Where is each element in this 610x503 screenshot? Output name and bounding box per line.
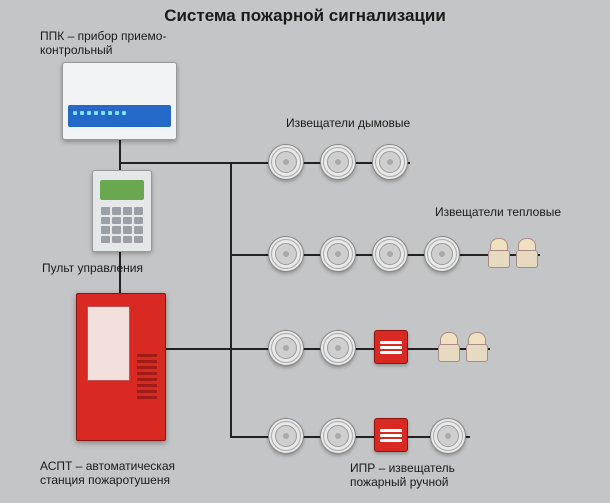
ppk-display-stripe: [68, 105, 171, 127]
smoke-detector: [268, 144, 304, 180]
ppk-leds: [73, 111, 166, 115]
smoke-detector: [320, 418, 356, 454]
smoke-detector: [372, 144, 408, 180]
label-keypad: Пульт управления: [42, 262, 143, 276]
smoke-detector: [430, 418, 466, 454]
keypad: [92, 170, 152, 252]
manual-call-point: [374, 418, 408, 452]
label-ipr: ИПР – извещательпожарный ручной: [350, 462, 455, 490]
smoke-detector: [320, 144, 356, 180]
manual-call-point: [374, 330, 408, 364]
smoke-detector: [424, 236, 460, 272]
aspt-fire-station: [76, 293, 166, 441]
heat-detector: [466, 332, 488, 362]
keypad-lcd: [100, 180, 144, 200]
diagram-title: Система пожарной сигнализации: [0, 6, 610, 26]
aspt-panel: [87, 306, 130, 381]
label-smoke: Извещатели дымовые: [286, 117, 410, 131]
label-ppk: ППК – прибор приемо-контрольный: [40, 30, 166, 58]
smoke-detector: [268, 236, 304, 272]
label-heat: Извещатели тепловые: [435, 206, 561, 220]
wire: [166, 348, 232, 350]
wire: [230, 162, 232, 438]
keypad-keys: [101, 207, 143, 243]
smoke-detector: [320, 236, 356, 272]
heat-detector: [438, 332, 460, 362]
smoke-detector: [268, 330, 304, 366]
smoke-detector: [320, 330, 356, 366]
aspt-vent: [137, 354, 157, 399]
smoke-detector: [268, 418, 304, 454]
smoke-detector: [372, 236, 408, 272]
heat-detector: [488, 238, 510, 268]
label-aspt: АСПТ – автоматическаястанция пожаротушен…: [40, 460, 175, 488]
ppk-control-panel: [62, 62, 177, 140]
wire: [119, 162, 230, 164]
heat-detector: [516, 238, 538, 268]
